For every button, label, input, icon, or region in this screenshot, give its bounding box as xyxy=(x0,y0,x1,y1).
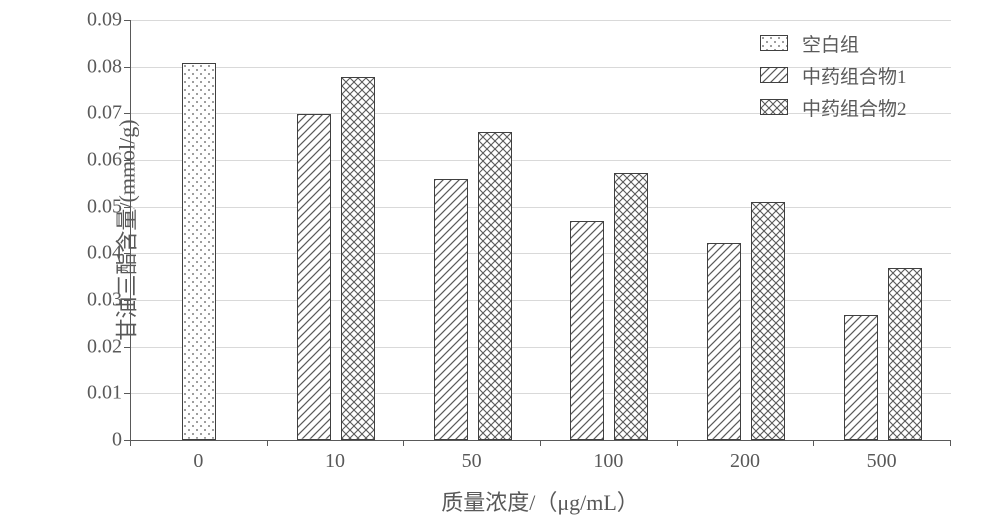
bar-diag xyxy=(434,179,468,440)
gridline xyxy=(131,253,951,254)
y-tick-label: 0.08 xyxy=(52,55,122,78)
y-tick-label: 0.07 xyxy=(52,102,122,125)
x-tick-label: 100 xyxy=(593,450,623,473)
legend-item: 空白组 xyxy=(760,30,950,56)
x-axis-title: 质量浓度/（μg/mL） xyxy=(441,485,639,517)
y-tick-label: 0.05 xyxy=(52,195,122,218)
bar-diag xyxy=(297,114,331,440)
y-tick-label: 0.03 xyxy=(52,289,122,312)
y-tick-label: 0.06 xyxy=(52,149,122,172)
bar-crosshatch xyxy=(341,77,375,440)
x-tick-label: 200 xyxy=(730,450,760,473)
x-tick-label: 50 xyxy=(462,450,482,473)
x-tick-label: 10 xyxy=(325,450,345,473)
legend-item: 中药组合物2 xyxy=(760,94,950,120)
bar-diag xyxy=(844,315,878,440)
legend-swatch xyxy=(760,67,788,83)
legend-label: 中药组合物2 xyxy=(802,94,907,121)
chart-container: 甘油三酯含量/(mmol/g) 质量浓度/（μg/mL） 00.010.020.… xyxy=(0,0,1000,522)
gridline xyxy=(131,207,951,208)
bar-diag xyxy=(570,221,604,440)
legend-item: 中药组合物1 xyxy=(760,62,950,88)
y-tick-label: 0.01 xyxy=(52,382,122,405)
bar-diag xyxy=(707,243,741,440)
gridline xyxy=(131,160,951,161)
bar-crosshatch xyxy=(614,173,648,440)
x-tick-label: 0 xyxy=(193,450,203,473)
legend-swatch xyxy=(760,99,788,115)
x-tick-label: 500 xyxy=(867,450,897,473)
gridline xyxy=(131,20,951,21)
gridline xyxy=(131,300,951,301)
bar-crosshatch xyxy=(888,268,922,440)
gridline xyxy=(131,393,951,394)
bar-crosshatch xyxy=(478,132,512,440)
bar-crosshatch xyxy=(751,202,785,440)
bar-dots xyxy=(182,63,216,440)
gridline xyxy=(131,347,951,348)
legend: 空白组中药组合物1 中药组合物2 xyxy=(760,30,950,126)
legend-label: 空白组 xyxy=(802,30,859,57)
y-tick-label: 0.09 xyxy=(52,9,122,32)
y-tick-label: 0 xyxy=(52,429,122,452)
legend-swatch xyxy=(760,35,788,51)
y-tick-label: 0.04 xyxy=(52,242,122,265)
y-tick-label: 0.02 xyxy=(52,335,122,358)
legend-label: 中药组合物1 xyxy=(802,62,907,89)
